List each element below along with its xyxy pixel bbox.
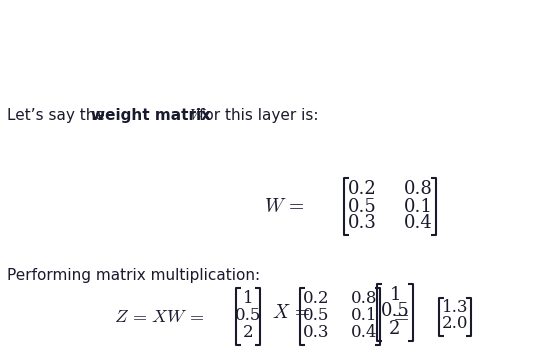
Text: 0.2: 0.2 [348,180,376,198]
Text: 1: 1 [242,290,253,307]
Text: 0.5: 0.5 [235,307,261,324]
Text: 2: 2 [242,324,253,341]
Text: 0.8: 0.8 [403,180,433,198]
Text: $X\,=$: $X\,=$ [272,304,310,322]
Text: 0.4: 0.4 [403,215,433,233]
Text: 1.3: 1.3 [442,299,468,316]
Text: 0.5: 0.5 [381,303,409,321]
Text: 0.1: 0.1 [351,307,377,324]
Text: 0.8: 0.8 [351,290,377,307]
Text: 0.3: 0.3 [348,215,376,233]
Text: Let’s say the: Let’s say the [7,108,110,123]
Text: 0.5: 0.5 [303,307,329,324]
Text: $W$: $W$ [185,108,207,123]
Text: $W\,=$: $W\,=$ [265,197,305,215]
Text: 0.1: 0.1 [403,197,433,215]
Text: 0.3: 0.3 [303,324,329,341]
Text: for this layer is:: for this layer is: [199,108,318,123]
Text: 0.5: 0.5 [348,197,376,215]
Text: 1: 1 [389,286,401,304]
Text: $=$: $=$ [390,307,410,325]
Text: 0.4: 0.4 [351,324,377,341]
Text: Performing matrix multiplication:: Performing matrix multiplication: [7,268,260,283]
Text: 0.2: 0.2 [303,290,329,307]
Text: weight matrix: weight matrix [91,108,211,123]
Text: 2: 2 [389,319,401,337]
Text: $Z\,=\,XW\,=$: $Z\,=\,XW\,=$ [114,307,205,325]
Text: 2.0: 2.0 [442,316,468,333]
